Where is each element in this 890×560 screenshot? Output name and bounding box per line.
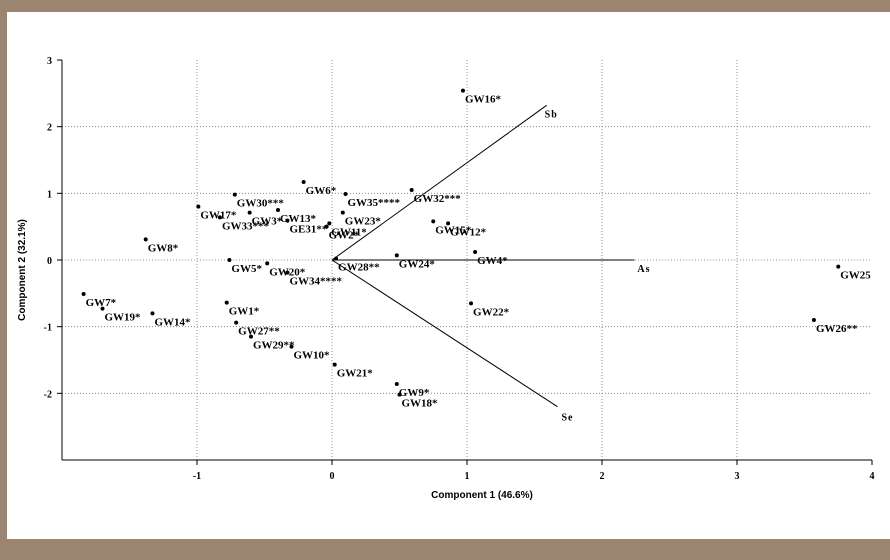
point-label: GW24* [399, 258, 436, 270]
y-tick-label: -2 [44, 389, 52, 400]
point-marker [340, 210, 345, 215]
point-marker [324, 224, 329, 229]
x-tick-label: 2 [600, 471, 605, 482]
point-label: GW29** [253, 340, 295, 352]
point-label: GW28** [338, 262, 380, 274]
point-label: GW13* [280, 213, 317, 225]
point-label: GW1* [229, 306, 260, 318]
x-tick-label: 1 [465, 471, 470, 482]
point-marker [469, 301, 474, 306]
point-marker [143, 237, 148, 242]
point-label: GW12* [450, 226, 487, 238]
point-marker [227, 258, 232, 262]
point-label: GW9* [399, 387, 430, 399]
point-label: GW15* [435, 224, 472, 236]
point-label: GW6* [306, 185, 337, 197]
point-marker [394, 382, 399, 386]
point-label: GE31** [289, 224, 327, 236]
point-marker [446, 221, 451, 226]
y-tick-label: -1 [44, 323, 52, 334]
point-marker [100, 306, 105, 311]
point-marker [409, 188, 414, 192]
point-label: GW16* [465, 94, 502, 106]
x-tick-label: 4 [870, 471, 875, 482]
point-marker [249, 334, 253, 339]
point-label: GW14* [154, 316, 191, 328]
x-tick-label: 0 [330, 471, 335, 482]
point-marker [289, 344, 294, 349]
point-label: GW18* [402, 398, 439, 410]
point-label: GW8* [148, 242, 179, 254]
point-label: GW22* [473, 306, 510, 318]
point-marker [332, 362, 337, 367]
point-marker [343, 192, 348, 196]
vector-line-sb [331, 104, 547, 261]
point-marker [232, 192, 237, 197]
point-label: GW23* [345, 216, 382, 228]
point-marker [431, 219, 436, 224]
x-tick-label: 3 [735, 471, 740, 482]
point-marker [196, 204, 201, 209]
x-tick-label: -1 [193, 471, 201, 482]
point-label: GW26** [816, 323, 858, 335]
point-marker [460, 88, 465, 93]
point-marker [285, 218, 290, 223]
point-marker [234, 320, 239, 325]
point-marker [811, 318, 816, 322]
point-label: GW35**** [348, 197, 401, 209]
point-label: GW2* [329, 230, 360, 242]
point-marker [836, 264, 841, 269]
point-label: GW10* [294, 350, 331, 362]
y-tick-label: 3 [47, 56, 52, 67]
point-label: GW32*** [414, 193, 462, 205]
point-marker [394, 253, 399, 258]
chart-frame: -1 0 1 2 3 4 3 2 1 0 -1 -2 Sb As Se GW16* GW6* GW35****… [7, 12, 890, 539]
point-label: GW4* [477, 255, 508, 267]
point-marker [285, 270, 290, 275]
point-label: GW25 [840, 270, 871, 282]
loading-vectors: Sb As Se [331, 104, 650, 424]
biplot-chart: -1 0 1 2 3 4 3 2 1 0 -1 -2 Sb As Se GW16* GW6* GW35****… [17, 56, 875, 501]
y-tick-label: 2 [47, 123, 52, 134]
point-label: GW34**** [289, 276, 342, 288]
point-marker [397, 392, 402, 397]
axes: -1 0 1 2 3 4 3 2 1 0 -1 -2 [44, 56, 875, 482]
x-axis-label: Component 1 (46.6%) [431, 490, 533, 501]
point-marker [276, 208, 280, 212]
point-marker [81, 292, 86, 296]
point-label: GW30*** [237, 198, 285, 210]
point-marker [327, 221, 332, 226]
bottom-band [0, 539, 890, 560]
point-marker [301, 180, 306, 184]
grid-lines [62, 60, 872, 460]
vector-label-as: As [637, 264, 650, 275]
point-marker [217, 215, 222, 220]
point-label: GW3* [252, 216, 283, 228]
point-marker [224, 300, 229, 305]
y-axis-label: Component 2 (32.1%) [17, 219, 28, 321]
vector-label-se: Se [561, 413, 573, 424]
y-tick-label: 1 [47, 189, 52, 200]
point-label: GW19* [105, 312, 142, 324]
point-label: GW7* [86, 297, 117, 309]
y-tick-label: 0 [47, 256, 52, 267]
point-marker [334, 256, 339, 261]
point-label: GW11* [331, 226, 367, 238]
point-marker [150, 311, 155, 316]
vector-line-se [331, 259, 558, 408]
point-marker [473, 250, 478, 254]
vector-label-sb: Sb [545, 109, 558, 120]
point-marker [247, 210, 252, 215]
point-label: GW5* [231, 263, 262, 275]
point-label: GW17* [200, 210, 237, 222]
score-points: GW16* GW6* GW35**** GW32*** GW30***GW17* GW13… [81, 88, 871, 410]
point-label: GW27** [238, 326, 280, 338]
point-label: GW21* [337, 368, 374, 380]
point-marker [265, 261, 270, 266]
point-label: GW33*** [222, 220, 270, 232]
